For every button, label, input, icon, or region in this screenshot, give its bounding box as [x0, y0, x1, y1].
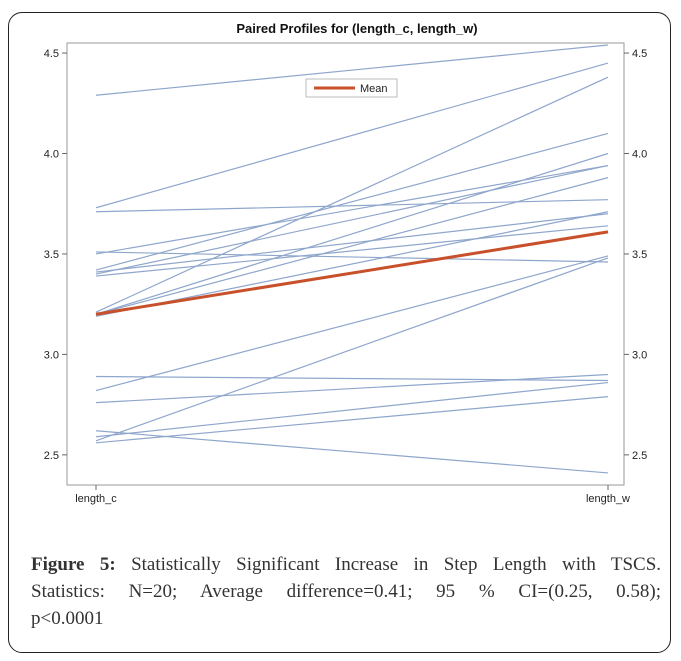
right-tick-label: 4.5 — [632, 48, 647, 60]
profile-line-10 — [95, 76, 609, 313]
profile-line-13 — [95, 211, 609, 317]
left-tick-label: 4.0 — [44, 149, 59, 161]
profile-line-18 — [95, 381, 609, 438]
right-axis: 2.5 3.0 3.5 4.0 4.5 — [624, 48, 647, 462]
figure-label: Figure 5: — [31, 554, 116, 575]
mean-line-layer — [95, 230, 609, 316]
right-tick-label: 4.0 — [632, 149, 647, 161]
profile-line-20 — [95, 396, 609, 444]
legend: Mean — [305, 78, 398, 98]
caption-line-3: p<0.0001 — [31, 608, 104, 629]
paired-profiles-chart: Paired Profiles for (length_c, length_w)… — [44, 21, 648, 505]
chart-title: Paired Profiles for (length_c, length_w) — [236, 21, 477, 36]
left-axis: 2.5 3.0 3.5 4.0 4.5 — [44, 48, 67, 462]
figure-caption: Figure 5: Statistically Significant Incr… — [31, 551, 661, 632]
figure-frame: Paired Profiles for (length_c, length_w)… — [8, 12, 671, 653]
profile-lines — [95, 44, 609, 474]
x-axis: length_c length_w — [75, 485, 630, 505]
profile-line-11 — [95, 152, 609, 315]
profile-line-1 — [95, 44, 609, 96]
profile-line-9 — [95, 225, 609, 277]
x-tick-label: length_c — [75, 493, 117, 505]
right-tick-label: 3.0 — [632, 349, 647, 361]
legend-mean-label: Mean — [360, 83, 388, 95]
left-tick-label: 2.5 — [44, 450, 59, 462]
left-tick-label: 3.5 — [44, 249, 59, 261]
profile-line-3 — [95, 199, 609, 213]
right-tick-label: 3.5 — [632, 249, 647, 261]
caption-line-1: Figure 5: Statistically Significant Incr… — [31, 551, 661, 578]
profile-line-12 — [95, 177, 609, 315]
left-tick-label: 4.5 — [44, 48, 59, 60]
profile-line-19 — [95, 257, 609, 442]
profile-line-6 — [95, 132, 609, 271]
profile-line-8 — [95, 164, 609, 275]
profile-line-15 — [95, 255, 609, 392]
right-tick-label: 2.5 — [632, 450, 647, 462]
left-tick-label: 3.0 — [44, 349, 59, 361]
profile-line-14 — [95, 375, 609, 382]
caption-line-2: Statistics: N=20; Average difference=0.4… — [31, 581, 661, 602]
profile-line-4 — [95, 251, 609, 263]
profile-line-16 — [95, 373, 609, 404]
x-tick-label: length_w — [586, 493, 630, 505]
profile-line-17 — [95, 430, 609, 474]
caption-text-1: Statistically Significant Increase in St… — [131, 554, 662, 575]
profile-line-7 — [95, 213, 609, 273]
profile-line-2 — [95, 62, 609, 209]
mean-line — [95, 230, 609, 316]
plot-area-border — [66, 42, 625, 486]
